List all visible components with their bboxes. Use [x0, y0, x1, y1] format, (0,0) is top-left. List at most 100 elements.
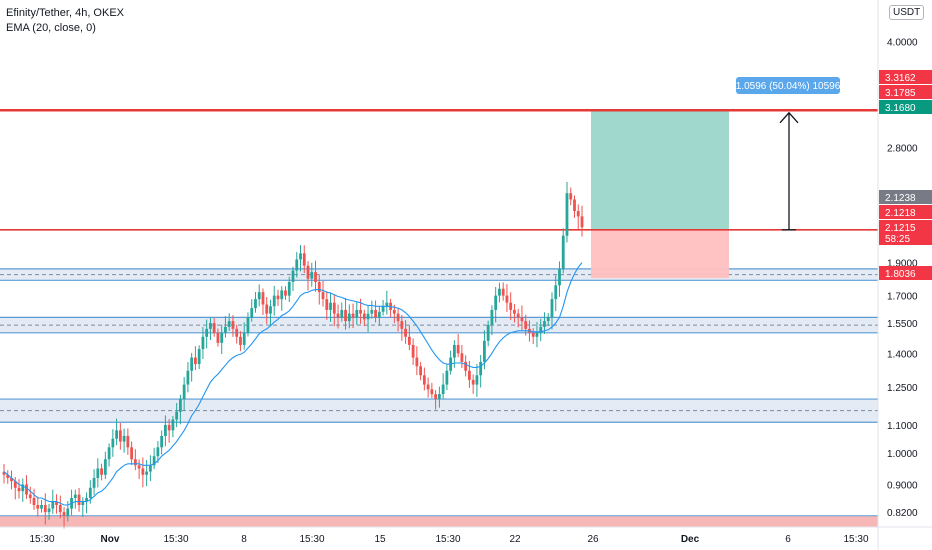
price-badge	[879, 266, 932, 280]
x-tick-label: 15:30	[163, 534, 188, 545]
candle	[137, 465, 141, 469]
candle	[569, 193, 573, 200]
candle	[452, 344, 456, 358]
price-badge	[879, 70, 932, 84]
price-badge-label: 1.8036	[885, 269, 916, 280]
candle	[561, 235, 565, 269]
candle	[182, 384, 186, 400]
candle	[302, 253, 306, 266]
candle	[216, 332, 220, 343]
price-badge-label: 2.1218	[885, 208, 916, 219]
candle	[299, 253, 302, 260]
candle	[212, 323, 216, 333]
candle	[51, 501, 55, 509]
candle	[36, 504, 40, 509]
candle	[257, 292, 261, 300]
candle	[558, 268, 561, 286]
price-badge	[879, 220, 932, 245]
candle	[392, 309, 396, 314]
candle	[460, 353, 464, 362]
candle	[224, 326, 227, 333]
candle	[276, 295, 280, 300]
candle	[332, 302, 336, 314]
candle	[306, 265, 310, 279]
x-tick-label: 15:30	[299, 534, 324, 545]
candle	[163, 424, 167, 436]
candle	[25, 484, 28, 495]
y-tick-label: 2.8000	[887, 143, 918, 154]
x-tick-label: 15:30	[435, 534, 460, 545]
candle	[340, 309, 344, 318]
x-tick-label: 15	[374, 534, 386, 545]
candle	[325, 299, 329, 310]
candle	[524, 321, 528, 329]
y-tick-label: 1.9000	[887, 259, 918, 270]
candle	[85, 498, 88, 502]
candle	[246, 317, 250, 333]
candle	[479, 361, 483, 376]
candle	[179, 399, 182, 412]
candle	[269, 306, 272, 314]
candle	[546, 317, 550, 322]
candle	[43, 504, 47, 513]
chart-title: Efinity/Tether, 4h, OKEX	[6, 7, 125, 19]
candle	[145, 471, 149, 475]
candle	[565, 193, 569, 236]
candle	[122, 435, 126, 442]
candle	[314, 272, 317, 282]
candle	[374, 309, 377, 318]
candle	[100, 468, 103, 475]
candle	[550, 299, 554, 318]
indicator-label: EMA (20, close, 0)	[6, 22, 96, 34]
currency-unit[interactable]: USDT	[889, 5, 925, 20]
price-badge	[879, 205, 932, 219]
candle	[539, 326, 543, 333]
candle	[13, 481, 17, 488]
support-zone-3	[0, 515, 878, 527]
candle	[220, 332, 224, 343]
candle	[317, 281, 321, 293]
candle	[381, 306, 385, 312]
candle	[505, 295, 509, 303]
chart-legend: Efinity/Tether, 4h, OKEX EMA (20, close,…	[6, 6, 124, 36]
candle	[6, 474, 10, 478]
candle	[235, 328, 239, 337]
y-tick-label: 1.0000	[887, 449, 918, 460]
profit-zone	[591, 110, 729, 230]
measure-arrowhead	[779, 111, 799, 124]
candle	[411, 344, 415, 358]
x-tick-label: 15:30	[29, 534, 54, 545]
candle	[310, 272, 314, 279]
candle	[295, 259, 299, 271]
candle	[73, 494, 77, 499]
candle	[167, 424, 171, 431]
ema-line	[3, 262, 583, 506]
candle	[426, 384, 430, 390]
candle	[152, 456, 156, 466]
candle	[576, 211, 580, 217]
candle	[464, 361, 468, 371]
candle	[280, 290, 284, 300]
candle	[287, 281, 291, 296]
x-tick-label: 26	[587, 534, 599, 545]
candle	[434, 394, 438, 400]
candle	[265, 304, 269, 314]
candle	[126, 435, 130, 448]
candle	[32, 498, 36, 505]
candle	[81, 501, 85, 505]
y-tick-label: 1.2500	[887, 383, 918, 394]
candle	[351, 313, 355, 318]
candle	[415, 357, 419, 367]
candle	[47, 508, 51, 513]
y-tick-label: 1.7000	[887, 292, 918, 303]
candle	[344, 309, 347, 322]
measure-label-bg	[736, 77, 840, 94]
y-tick-label: 0.9000	[887, 481, 918, 492]
candle	[445, 370, 449, 385]
candle	[160, 435, 164, 448]
support-zone-1	[0, 317, 878, 333]
candle	[554, 285, 558, 300]
y-tick-label: 1.4000	[887, 349, 918, 360]
candle	[404, 328, 407, 337]
